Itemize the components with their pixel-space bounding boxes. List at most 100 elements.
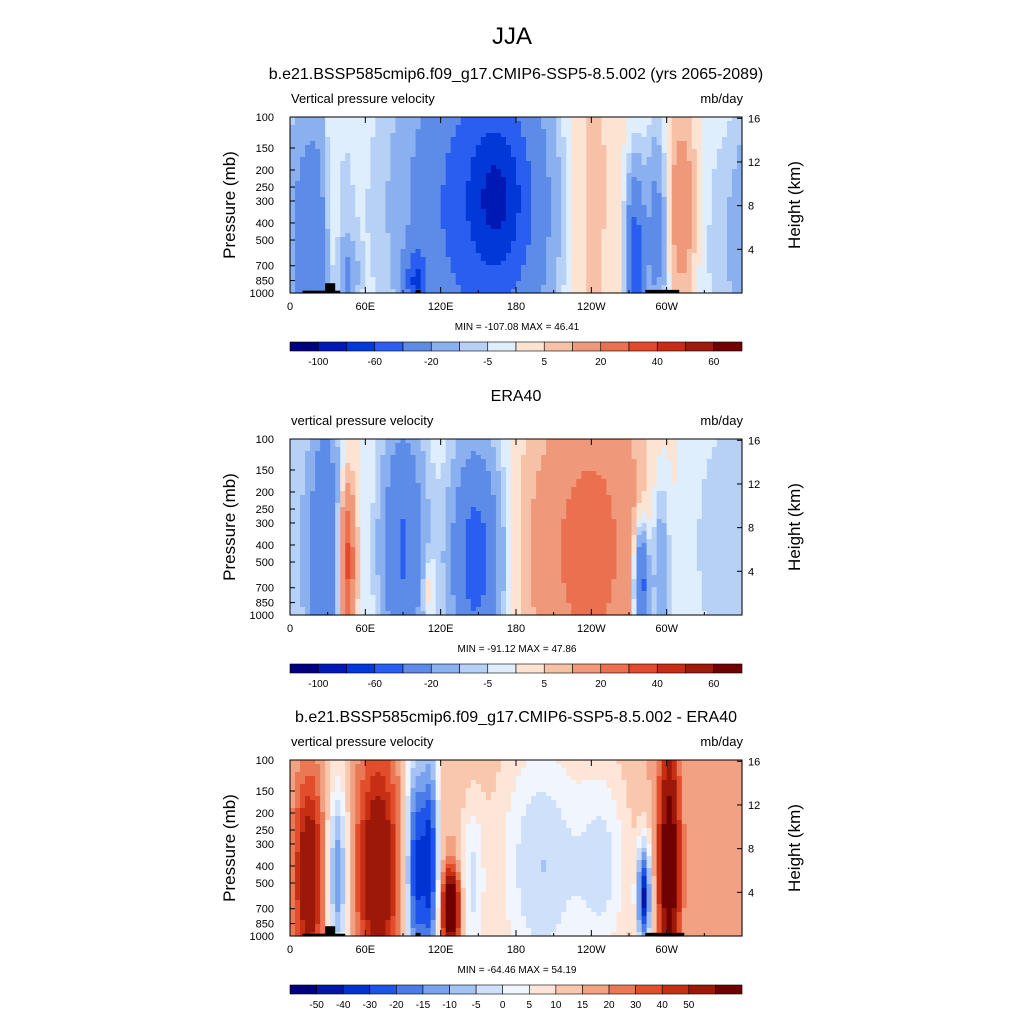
contour-cell [310, 157, 316, 162]
contour-cell [711, 181, 718, 186]
contour-cell [460, 233, 467, 238]
contour-cell [330, 125, 336, 130]
contour-cell [521, 285, 527, 290]
contour-cell [576, 451, 582, 456]
contour-cell [340, 447, 346, 452]
contour-cell [651, 269, 658, 274]
contour-cell [495, 443, 502, 448]
contour-cell [651, 253, 658, 258]
contour-cell [691, 281, 698, 286]
contour-cell [646, 273, 653, 278]
contour-cell [335, 185, 341, 190]
contour-cell [611, 209, 618, 214]
contour-cell [365, 197, 371, 202]
contour-cell [430, 221, 437, 226]
contour-cell [315, 233, 321, 238]
contour-cell [656, 225, 663, 230]
contour-cell [295, 467, 301, 472]
contour-cell [606, 153, 613, 158]
contour-cell [430, 277, 437, 282]
contour-cell [601, 125, 607, 130]
contour-cell [666, 245, 673, 250]
contour-cell [616, 165, 623, 170]
contour-cell [566, 213, 572, 218]
contour-cell [510, 475, 517, 480]
contour-cell [445, 229, 452, 234]
contour-cell [526, 185, 532, 190]
contour-cell [526, 229, 532, 234]
contour-cell [360, 261, 366, 266]
contour-cell [551, 161, 557, 166]
contour-cell [495, 455, 502, 460]
contour-cell [536, 209, 542, 214]
contour-cell [571, 189, 577, 194]
contour-cell [721, 253, 728, 258]
contour-cell [671, 241, 678, 246]
contour-cell [546, 161, 552, 166]
contour-cell [480, 141, 487, 146]
contour-cell [310, 459, 316, 464]
contour-cell [400, 265, 407, 270]
contour-cell [556, 173, 562, 178]
contour-cell [726, 197, 733, 202]
contour-cell [470, 213, 477, 218]
contour-cell [425, 475, 432, 480]
contour-cell [345, 117, 351, 122]
contour-cell [450, 153, 457, 158]
contour-cell [546, 201, 552, 206]
contour-cell [651, 137, 658, 142]
contour-cell [495, 165, 502, 170]
contour-cell [581, 145, 587, 150]
contour-cell [505, 269, 512, 274]
contour-cell [425, 121, 432, 126]
contour-cell [596, 245, 602, 250]
contour-cell [731, 273, 738, 278]
contour-cell [691, 125, 698, 130]
contour-cell [310, 269, 316, 274]
contour-cell [350, 173, 356, 178]
contour-cell [671, 141, 678, 146]
contour-cell [390, 209, 397, 214]
contour-cell [636, 165, 643, 170]
contour-cell [716, 459, 723, 464]
contour-cell [586, 185, 592, 190]
colorbar-swatch [600, 341, 630, 352]
contour-cell [395, 221, 402, 226]
contour-cell [536, 197, 542, 202]
contour-cell [541, 225, 547, 230]
contour-cell [711, 149, 718, 154]
contour-cell [365, 141, 371, 146]
contour-cell [335, 141, 341, 146]
contour-cell [345, 443, 351, 448]
contour-cell [500, 281, 507, 286]
contour-cell [566, 289, 572, 294]
contour-cell [375, 197, 381, 202]
contour-cell [350, 281, 356, 286]
contour-cell [445, 121, 452, 126]
contour-cell [626, 463, 633, 468]
contour-cell [340, 443, 346, 448]
contour-cell [656, 181, 663, 186]
contour-cell [586, 117, 592, 122]
contour-cell [641, 233, 648, 238]
contour-cell [516, 265, 522, 270]
contour-cell [681, 455, 688, 460]
contour-cell [375, 289, 381, 294]
contour-cell [385, 173, 392, 178]
y-right-tick-label: 4 [748, 244, 754, 256]
contour-cell [460, 249, 467, 254]
y-tick-label: 700 [256, 261, 274, 273]
contour-cell [445, 133, 452, 138]
contour-cell [561, 229, 567, 234]
contour-cell [370, 141, 376, 146]
contour-cell [681, 213, 688, 218]
contour-cell [721, 225, 728, 230]
contour-cell [661, 221, 668, 226]
contour-cell [616, 471, 623, 476]
contour-cell [561, 249, 567, 254]
contour-cell [390, 459, 397, 464]
contour-cell [410, 173, 417, 178]
contour-cell [691, 475, 698, 480]
contour-cell [616, 229, 623, 234]
contour-cell [290, 169, 296, 174]
